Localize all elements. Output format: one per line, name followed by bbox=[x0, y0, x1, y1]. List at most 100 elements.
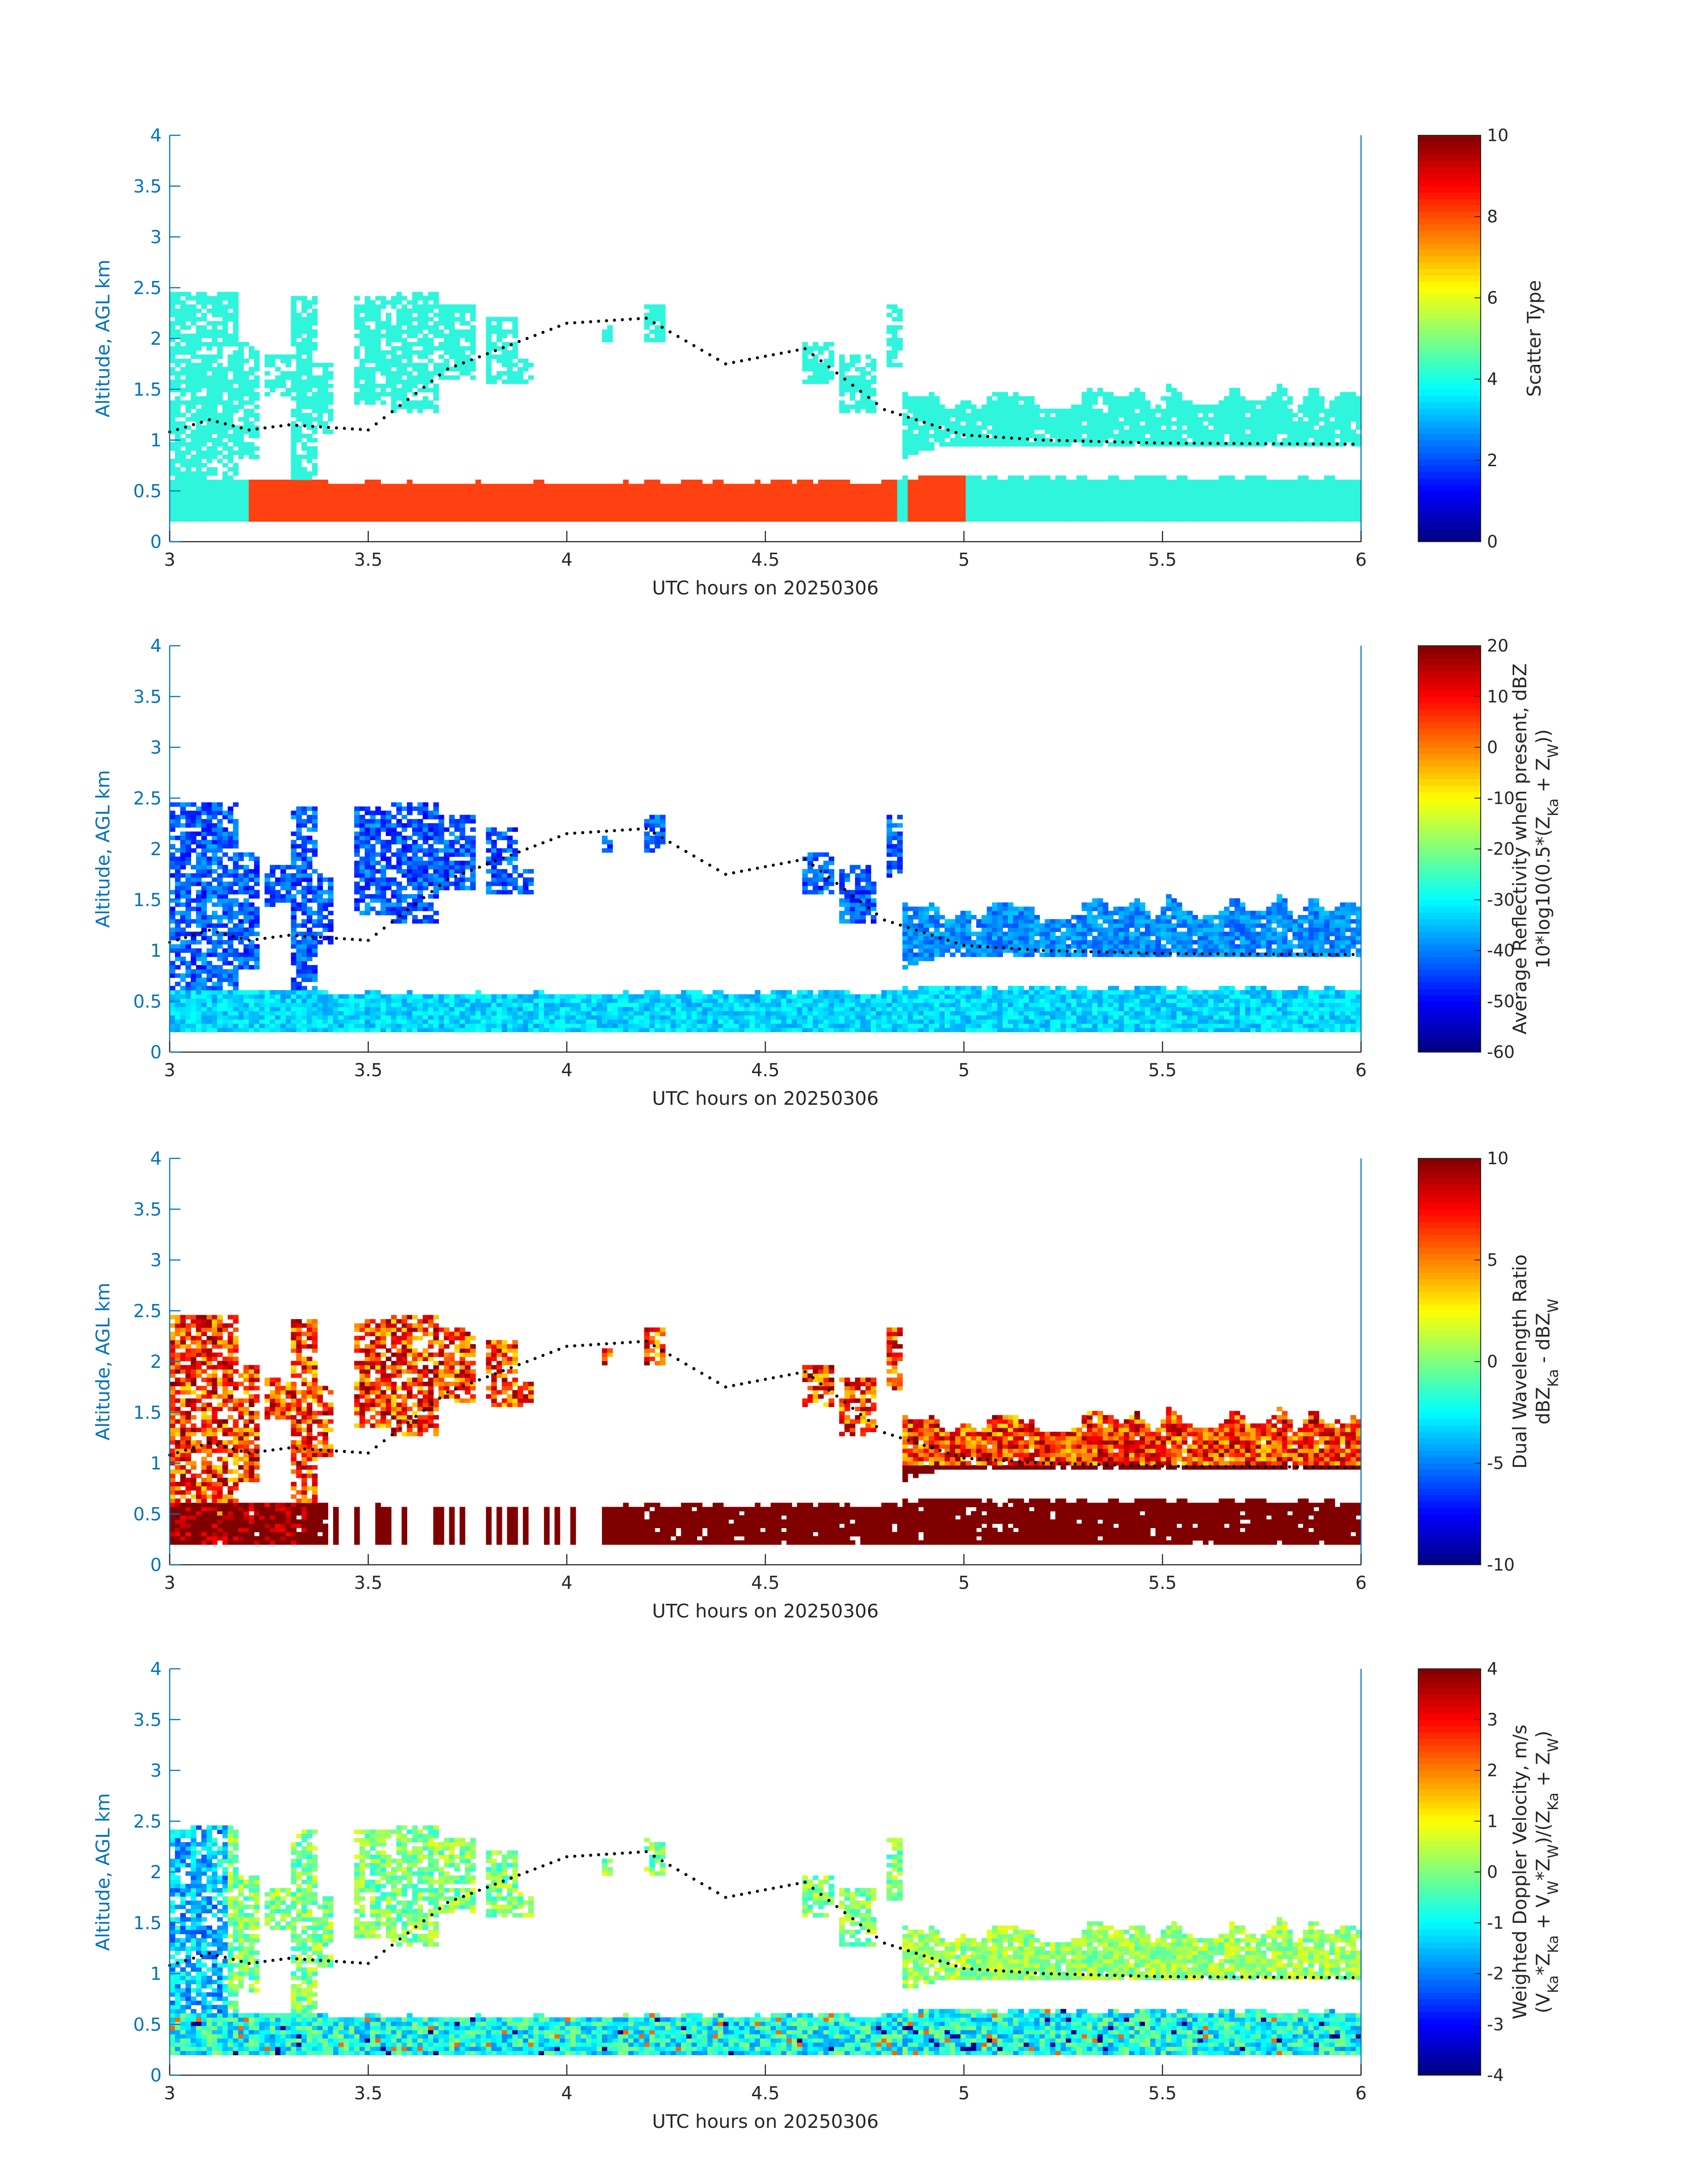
heatmap-cell bbox=[507, 492, 513, 497]
heatmap-cell bbox=[1240, 480, 1246, 485]
heatmap-cell bbox=[1108, 488, 1114, 493]
heatmap-cell bbox=[170, 898, 175, 903]
heatmap-cell bbox=[306, 446, 313, 451]
heatmap-cell bbox=[291, 463, 297, 468]
heatmap-cell bbox=[929, 396, 935, 401]
heatmap-cell bbox=[802, 517, 808, 522]
heatmap-cell bbox=[1329, 400, 1335, 405]
heatmap-cell bbox=[1076, 505, 1082, 510]
heatmap-cell bbox=[971, 492, 977, 497]
heatmap-cell bbox=[1329, 421, 1335, 426]
heatmap-cell bbox=[807, 379, 813, 384]
height-marker-dot bbox=[1240, 442, 1244, 445]
heatmap-cell bbox=[644, 304, 650, 309]
heatmap-cell bbox=[533, 505, 539, 510]
heatmap-cell bbox=[233, 438, 239, 443]
heatmap-cell bbox=[655, 484, 660, 489]
heatmap-cell bbox=[306, 363, 313, 368]
heatmap-cell bbox=[944, 517, 950, 522]
heatmap-cell bbox=[707, 509, 713, 514]
heatmap-cell bbox=[823, 342, 829, 347]
heatmap-cell bbox=[196, 338, 202, 343]
heatmap-cell bbox=[1255, 500, 1261, 505]
heatmap-cell bbox=[792, 484, 798, 489]
height-marker-dot bbox=[287, 423, 291, 426]
heatmap-cell bbox=[175, 886, 181, 890]
heatmap-cell bbox=[807, 500, 813, 505]
heatmap-cell bbox=[1282, 404, 1288, 409]
heatmap-cell bbox=[939, 513, 945, 518]
heatmap-cell bbox=[1145, 425, 1151, 430]
heatmap-cell bbox=[839, 509, 845, 514]
heatmap-cell bbox=[417, 509, 423, 514]
heatmap-cell bbox=[960, 492, 966, 497]
heatmap-cell bbox=[359, 375, 365, 380]
heatmap-cell bbox=[180, 932, 186, 936]
heatmap-cell bbox=[175, 309, 181, 313]
heatmap-cell bbox=[370, 392, 376, 397]
heatmap-cell bbox=[612, 509, 618, 514]
heatmap-cell bbox=[201, 492, 207, 497]
heatmap-cell bbox=[301, 296, 307, 301]
heatmap-cell bbox=[744, 513, 750, 518]
heatmap-cell bbox=[391, 334, 397, 338]
heatmap-cell bbox=[939, 505, 945, 510]
heatmap-cell bbox=[491, 379, 497, 384]
heatmap-cell bbox=[417, 375, 423, 380]
heatmap-cell bbox=[897, 500, 903, 505]
heatmap-cell bbox=[317, 404, 323, 409]
heatmap-cell bbox=[913, 484, 919, 489]
heatmap-cell bbox=[929, 500, 935, 505]
heatmap-cell bbox=[238, 434, 244, 439]
heatmap-cell bbox=[354, 371, 360, 376]
heatmap-cell bbox=[944, 409, 950, 414]
heatmap-cell bbox=[612, 505, 618, 510]
heatmap-cell bbox=[1187, 509, 1193, 514]
heatmap-cell bbox=[480, 513, 487, 518]
heatmap-cell bbox=[370, 313, 376, 318]
heatmap-cell bbox=[222, 492, 228, 497]
heatmap-cell bbox=[180, 450, 186, 455]
heatmap-cell bbox=[507, 359, 513, 364]
heatmap-cell bbox=[944, 421, 950, 426]
heatmap-cell bbox=[929, 509, 935, 514]
heatmap-cell bbox=[1171, 442, 1177, 447]
heatmap-cell bbox=[934, 429, 940, 434]
heatmap-cell bbox=[175, 973, 181, 978]
heatmap-cell bbox=[212, 509, 217, 514]
heatmap-cell bbox=[1082, 425, 1087, 430]
heatmap-cell bbox=[238, 371, 244, 376]
heatmap-cell bbox=[1155, 488, 1161, 493]
heatmap-cell bbox=[544, 505, 550, 510]
heatmap-cell bbox=[428, 304, 434, 309]
heatmap-cell bbox=[818, 350, 824, 355]
heatmap-cell bbox=[1150, 417, 1156, 422]
heatmap-cell bbox=[792, 517, 798, 522]
heatmap-cell bbox=[312, 334, 318, 338]
heatmap-cell bbox=[1108, 392, 1114, 397]
heatmap-cell bbox=[1229, 404, 1235, 409]
heatmap-cell bbox=[1324, 488, 1330, 493]
heatmap-cell bbox=[291, 325, 297, 330]
heatmap-cell bbox=[249, 400, 255, 405]
heatmap-cell bbox=[523, 488, 529, 493]
heatmap-cell bbox=[1171, 421, 1177, 426]
heatmap-cell bbox=[396, 317, 402, 322]
heatmap-cell bbox=[291, 309, 297, 313]
heatmap-cell bbox=[1261, 417, 1267, 422]
heatmap-cell bbox=[644, 500, 650, 505]
heatmap-cell bbox=[296, 325, 302, 330]
heatmap-cell bbox=[1266, 438, 1272, 443]
height-marker-dot bbox=[962, 433, 966, 437]
heatmap-cell bbox=[823, 505, 829, 510]
heatmap-cell bbox=[249, 413, 255, 418]
heatmap-cell bbox=[196, 409, 202, 414]
heatmap-cell bbox=[1298, 438, 1303, 443]
heatmap-cell bbox=[1340, 425, 1346, 430]
heatmap-cell bbox=[301, 492, 307, 497]
heatmap-cell bbox=[217, 459, 223, 464]
heatmap-cell bbox=[306, 434, 313, 439]
heatmap-cell bbox=[1097, 434, 1103, 439]
heatmap-cell bbox=[222, 434, 228, 439]
heatmap-cell bbox=[955, 417, 961, 422]
